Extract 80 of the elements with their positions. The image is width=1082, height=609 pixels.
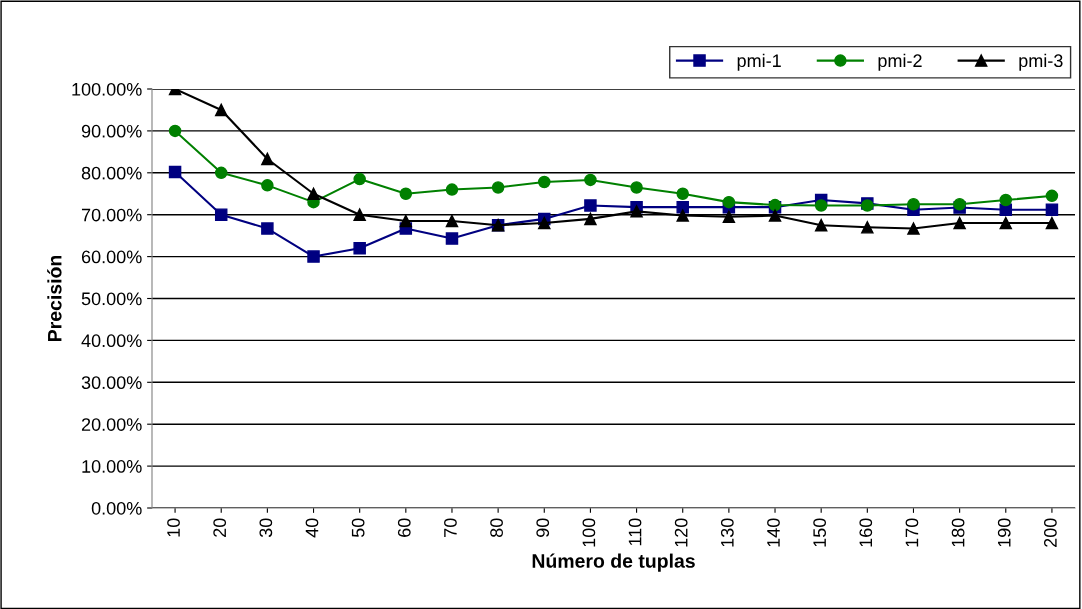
x-tick-label: 100 — [582, 518, 596, 547]
point — [814, 199, 828, 212]
point — [907, 197, 920, 211]
point — [676, 209, 689, 222]
legend-label: pmi-1 — [737, 53, 781, 71]
point — [261, 222, 274, 235]
y-tick-label: 90.00% — [81, 124, 142, 138]
point — [353, 241, 366, 255]
point — [953, 216, 966, 230]
point — [538, 216, 551, 230]
point — [630, 181, 643, 194]
x-tick-label: 130 — [720, 518, 734, 547]
y-tick-label: 10.00% — [82, 460, 142, 473]
point — [168, 124, 182, 138]
legend-label: pmi-3 — [1019, 53, 1063, 71]
x-tick-label: 170 — [905, 518, 919, 547]
x-tick-label: 190 — [997, 518, 1011, 547]
point — [353, 208, 366, 221]
point — [907, 222, 920, 235]
x-tick-label: 180 — [951, 518, 965, 547]
point — [1045, 203, 1059, 216]
point — [538, 175, 551, 189]
y-tick-label: 40.00% — [81, 334, 142, 348]
point — [584, 173, 597, 187]
point — [722, 210, 736, 224]
x-tick-label: 10 — [167, 518, 180, 537]
x-tick-label: 50 — [351, 518, 365, 538]
legend-label: pmi-2 — [878, 53, 922, 71]
point — [214, 208, 228, 221]
x-tick-label: 30 — [259, 518, 273, 538]
point — [676, 200, 689, 214]
point — [722, 195, 736, 209]
point — [261, 152, 274, 166]
y-axis-title: Precisión — [47, 255, 62, 341]
point — [1045, 216, 1059, 230]
point — [445, 214, 459, 228]
y-tick-label: 20.00% — [81, 418, 142, 431]
x-tick-label: 120 — [674, 518, 688, 547]
point — [214, 166, 228, 180]
point — [584, 199, 597, 212]
point — [676, 187, 689, 201]
point — [814, 218, 828, 232]
point — [261, 179, 274, 192]
point — [491, 181, 505, 194]
point — [1045, 189, 1059, 203]
x-tick-label: 160 — [859, 518, 873, 547]
x-tick-label: 70 — [444, 518, 457, 537]
point — [214, 103, 228, 117]
x-tick-label: 150 — [813, 518, 827, 547]
point — [307, 250, 320, 263]
y-tick-label: 80.00% — [81, 166, 142, 180]
x-tick-label: 110 — [628, 518, 642, 546]
point — [353, 172, 366, 186]
point — [399, 187, 413, 201]
y-tick-label: 30.00% — [81, 376, 142, 390]
point — [168, 165, 182, 179]
y-tick-label: 60.00% — [81, 250, 142, 264]
point — [445, 232, 459, 245]
x-tick-label: 200 — [1043, 518, 1057, 547]
x-tick-label: 40 — [305, 518, 319, 538]
point — [584, 212, 597, 226]
point — [953, 197, 966, 211]
y-tick-label: 50.00% — [81, 292, 142, 306]
x-tick-label: 20 — [213, 518, 227, 537]
point — [445, 183, 459, 196]
y-tick-label: 100.00% — [72, 82, 142, 96]
x-tick-label: 140 — [767, 518, 780, 547]
x-tick-label: 80 — [490, 518, 503, 538]
point — [307, 187, 320, 201]
point — [399, 214, 413, 228]
point — [999, 216, 1013, 230]
point — [861, 221, 874, 234]
point — [999, 193, 1013, 207]
x-tick-label: 60 — [397, 518, 411, 537]
point — [768, 209, 782, 222]
y-tick-label: 0.00% — [91, 501, 142, 515]
y-tick-label: 70.00% — [81, 208, 142, 222]
x-tick-label: 90 — [536, 518, 550, 537]
point — [630, 205, 643, 218]
x-axis-title: Número de tuplas — [532, 553, 695, 572]
